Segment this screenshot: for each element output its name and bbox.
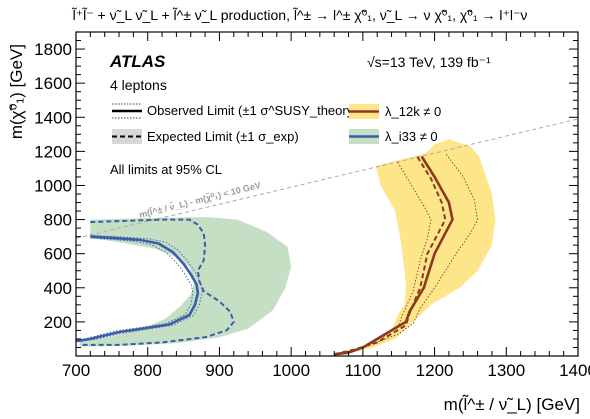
y-tick-label: 400 (44, 279, 72, 298)
limit-lines (76, 152, 479, 356)
y-tick-label: 200 (44, 313, 72, 332)
legend: Observed Limit (±1 σ^SUSY_theory) Expect… (112, 103, 441, 144)
expected-bands (79, 139, 496, 355)
lam133-theory-up-line (77, 234, 203, 342)
y-tick-label: 1600 (34, 74, 72, 93)
y-tick-label: 800 (44, 211, 72, 230)
x-tick-label: 1300 (487, 361, 525, 380)
lam12k-expected-line (333, 155, 447, 356)
kinematic-label: m(l̃^± / ν̃_L) - m(χ̃⁰₁) < 10 GeV (138, 179, 262, 220)
cl-note: All limits at 95% CL (110, 162, 222, 177)
y-tick-label: 600 (44, 245, 72, 264)
legend-item-lam133: λ_i33 ≠ 0 (349, 129, 438, 144)
lam133-observed-line (76, 235, 200, 343)
lam12k-observed-line (334, 155, 454, 356)
x-tick-label: 1000 (272, 361, 310, 380)
legend-item-observed: Observed Limit (±1 σ^SUSY_theory) (112, 103, 358, 119)
x-tick-label: 900 (205, 361, 233, 380)
lam133-expected-band (79, 217, 292, 347)
lam12k-expected-band (323, 139, 496, 355)
x-tick-label: 1200 (416, 361, 454, 380)
x-tick-label: 700 (62, 361, 90, 380)
legend-label-observed: Observed Limit (±1 σ^SUSY_theory) (147, 103, 358, 118)
legend-label-lam133: λ_i33 ≠ 0 (385, 129, 438, 144)
energy-label: √s=13 TeV, 139 fb⁻¹ (367, 54, 491, 70)
y-tick-label: 1400 (34, 108, 72, 127)
y-tick-label: 1000 (34, 176, 72, 195)
y-axis-label: m(χ̃⁰₁) [GeV] (7, 44, 26, 139)
lam133-expected-line (79, 218, 235, 346)
experiment-label: ATLAS (109, 52, 166, 71)
y-axis-ticks: 200 400 600 800 1000 1200 1400 1600 1800 (34, 31, 578, 348)
lam133-theory-down-line (77, 237, 194, 341)
lam12k-theory-up-line (334, 152, 479, 355)
chart-title: l̃⁺l̃⁻ + ν̃_L ν̃_L + l̃^± ν̃_L productio… (71, 6, 527, 23)
y-tick-label: 1800 (34, 40, 72, 59)
legend-item-lam12k: λ_12k ≠ 0 (349, 104, 441, 119)
x-tick-label: 1400 (559, 361, 590, 380)
channel-label: 4 leptons (110, 77, 167, 93)
legend-label-expected: Expected Limit (±1 σ_exp) (147, 129, 299, 144)
y-tick-label: 1200 (34, 142, 72, 161)
x-tick-label: 800 (134, 361, 162, 380)
lam12k-theory-down-line (334, 161, 432, 355)
x-axis-label: m(l̃^± / ν̃_L) [GeV] (444, 394, 580, 414)
diagonal-line (75, 118, 579, 239)
x-axis-ticks: 700 800 900 1000 1100 1200 1300 1400 (62, 32, 590, 380)
kinematic-diagonal (75, 118, 579, 239)
x-tick-label: 1100 (345, 361, 382, 380)
legend-label-lam12k: λ_12k ≠ 0 (385, 104, 441, 119)
legend-item-expected: Expected Limit (±1 σ_exp) (112, 129, 299, 144)
